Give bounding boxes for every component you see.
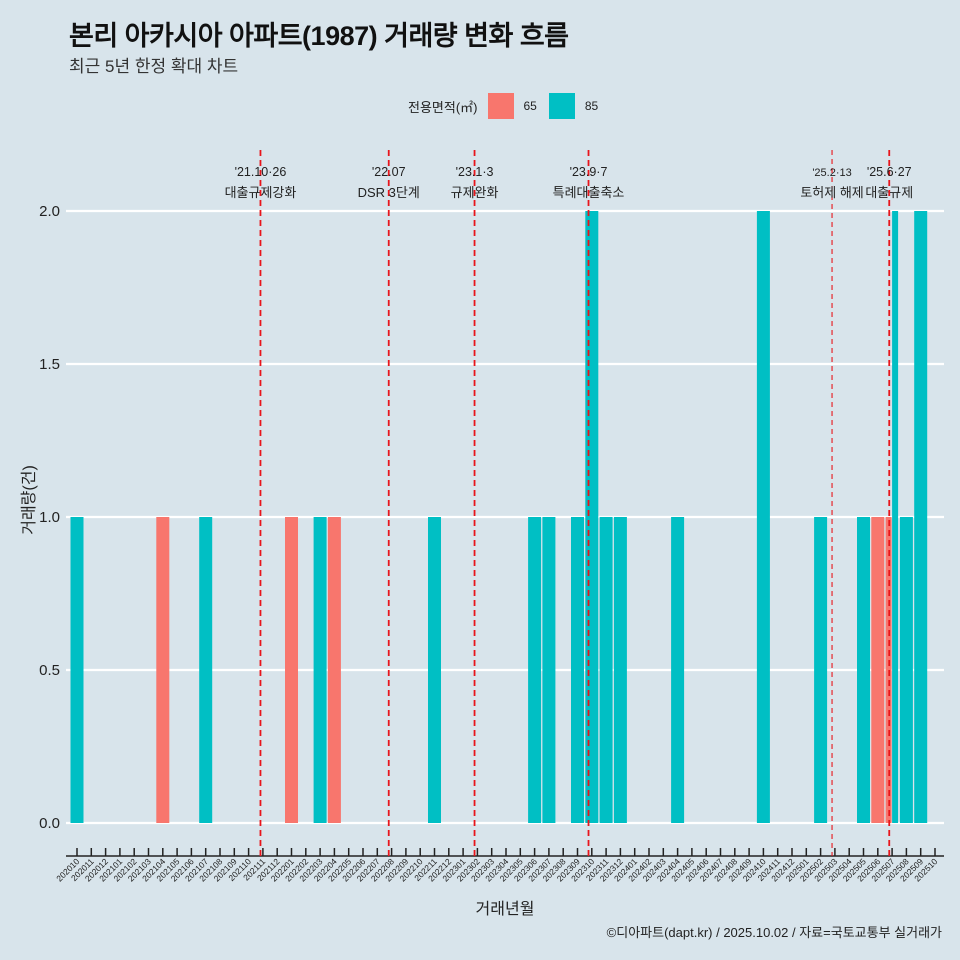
event-date: '25.2·13	[812, 167, 851, 179]
y-tick-label: 1.5	[39, 356, 60, 373]
bar-85-202010	[70, 517, 84, 823]
y-axis-title: 거래량(건)	[20, 465, 38, 535]
bar-85-202404	[671, 517, 685, 823]
legend-swatch-85	[548, 93, 575, 119]
event-date: '21.10·26	[235, 165, 287, 179]
event-label: 특례대출축소	[553, 185, 625, 200]
bar-85-202509	[914, 211, 928, 823]
bar-85-202410	[756, 211, 770, 823]
event-date: '25.6·27	[867, 165, 912, 179]
bar-85-202312	[613, 517, 627, 823]
bar-85-202307	[542, 517, 556, 823]
bar-65-202506	[871, 517, 885, 823]
event-date: '22.07	[372, 165, 406, 179]
legend-label-85: 85	[584, 99, 599, 113]
event-date: '23.1·3	[456, 165, 494, 179]
chart-subtitle: 최근 5년 한정 확대 차트	[69, 57, 239, 76]
y-tick-label: 0.0	[39, 815, 60, 832]
legend-title: 전용면적(㎡)	[408, 99, 478, 115]
event-date: '23.9·7	[570, 165, 608, 179]
bar-65-202201	[285, 517, 298, 823]
y-tick-label: 0.5	[39, 662, 60, 679]
bar-85-202311	[599, 517, 613, 823]
legend-swatch-65	[487, 93, 514, 119]
bar-85-202505	[857, 517, 870, 823]
event-label: 규제완화	[451, 185, 499, 200]
event-label: 토허제 해제	[800, 185, 863, 200]
bar-85-202310	[585, 211, 599, 823]
bar-85-202507	[892, 211, 899, 823]
legend: 전용면적(㎡) 65 85	[408, 93, 610, 119]
x-axis-title: 거래년월	[476, 900, 535, 918]
legend-label-65: 65	[523, 99, 537, 113]
bar-85-202211	[428, 517, 441, 823]
bar-65-202204	[327, 517, 341, 823]
chart-title: 본리 아카시아 아파트(1987) 거래량 변화 흐름	[69, 21, 569, 51]
bar-85-202203	[313, 517, 327, 823]
y-tick-label: 2.0	[39, 203, 60, 220]
bar-85-202309	[571, 517, 584, 823]
bar-65-202104	[156, 517, 170, 823]
event-label: 대출규제강화	[225, 185, 297, 200]
event-label: DSR 3단계	[358, 185, 420, 200]
bar-85-202508	[899, 517, 913, 823]
y-tick-label: 1.0	[39, 509, 60, 526]
bar-85-202502	[814, 517, 828, 823]
bar-85-202306	[528, 517, 542, 823]
event-label: 대출규제	[865, 185, 913, 200]
bar-85-202107	[199, 517, 213, 823]
caption: ©디아파트(dapt.kr) / 2025.10.02 / 자료=국토교통부 실…	[606, 925, 942, 940]
